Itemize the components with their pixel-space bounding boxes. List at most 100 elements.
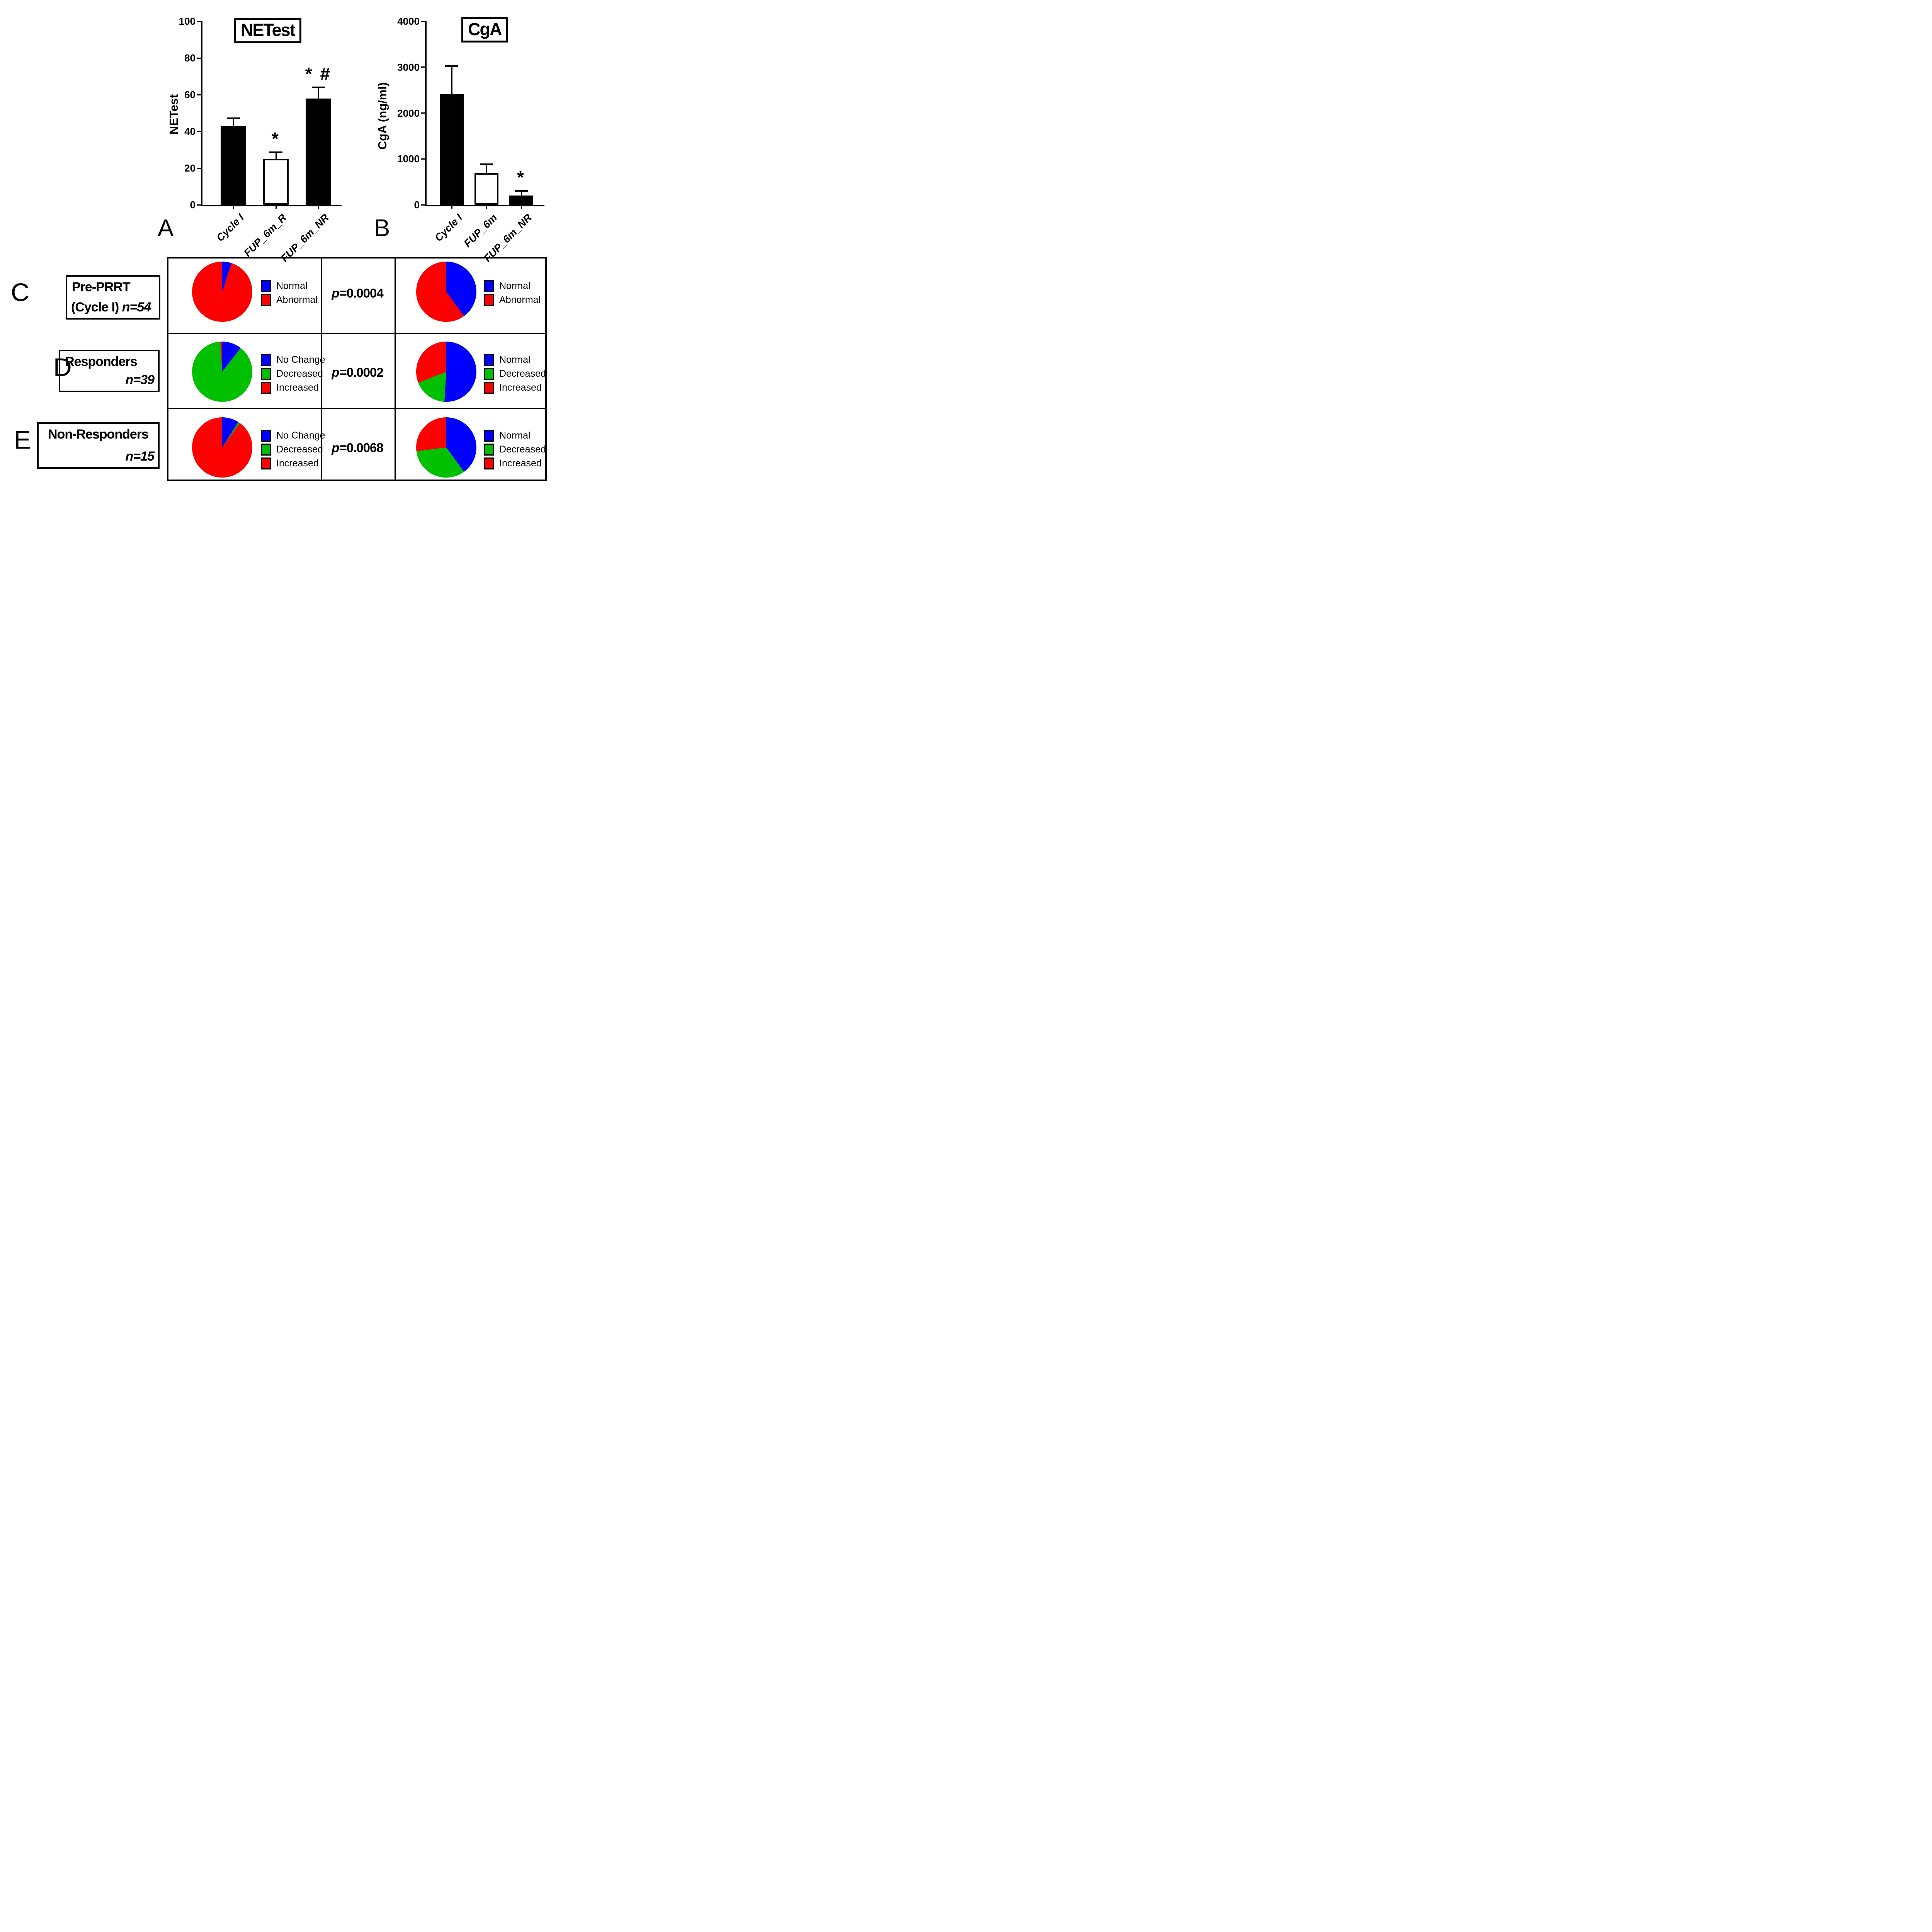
legend-cga-non-responders: Normal Decreased Increased [484, 430, 546, 471]
legend-label: Normal [276, 281, 308, 291]
error-bar-cap [515, 190, 528, 192]
legend-swatch-normal [484, 280, 494, 292]
netest-bar-plot: 0 20 40 60 80 100 Cycle I FUP_6m_R * FUP_6m_NR * # [179, 15, 342, 264]
panel-letter-a: A [158, 215, 174, 242]
legend-label: Abnormal [499, 294, 541, 305]
y-axis-tick [421, 112, 427, 114]
p-number: =0.0004 [339, 286, 383, 300]
error-bar-cap [312, 86, 325, 88]
legend-label: Normal [499, 430, 531, 441]
row-label-line1: Non-Responders [48, 427, 149, 442]
y-tick-label: 1000 [397, 153, 420, 165]
legend-netest-pre-prrt: Normal Abnormal [261, 280, 318, 308]
legend-item: Increased [261, 457, 325, 469]
error-bar-stem [486, 163, 487, 173]
row-label-line1: Responders [65, 354, 137, 369]
error-bar-cap [227, 117, 240, 119]
row-label-box-pre-prrt: Pre-PRRT (Cycle I) n=54 [66, 275, 160, 320]
significance-marker: * [272, 129, 280, 149]
x-axis-tick [318, 205, 319, 209]
row-letter-c: C [11, 278, 29, 306]
legend-label: Normal [499, 281, 531, 291]
y-tick-label: 3000 [397, 61, 420, 73]
cga-y-axis-title: CgA (ng/ml) [376, 82, 389, 150]
bar-Cycle I [221, 126, 246, 205]
row-label-box-non-responders: Non-Responders n=15 [37, 422, 160, 469]
row-label-n: n=15 [125, 449, 155, 464]
row-letter-d: D [53, 353, 72, 381]
significance-marker: * # [305, 63, 332, 84]
row-label-line2: n=39 [64, 372, 155, 388]
pie-netest-non-responders [192, 417, 252, 478]
p-symbol: p [332, 286, 339, 300]
legend-swatch-no-change [261, 430, 271, 442]
grid-divider-row1 [168, 333, 545, 334]
y-tick-label: 4000 [397, 15, 420, 27]
legend-swatch-increased [484, 382, 494, 394]
row-letter-e: E [14, 425, 31, 454]
y-axis-tick [421, 20, 427, 22]
y-axis-tick [421, 66, 427, 68]
y-tick-label: 80 [184, 52, 196, 64]
legend-swatch-abnormal [261, 294, 271, 306]
legend-item: Increased [261, 382, 325, 394]
x-axis-tick [486, 205, 487, 209]
legend-netest-responders: No Change Decreased Increased [261, 354, 325, 396]
legend-swatch-decreased [261, 444, 271, 456]
pie-netest-pre-prrt [192, 262, 252, 322]
legend-item: Normal [484, 280, 541, 292]
legend-item: No Change [261, 354, 325, 366]
legend-label: No Change [276, 354, 325, 365]
p-number: =0.0068 [339, 440, 383, 455]
legend-item: Decreased [484, 368, 546, 380]
grid-divider-row2 [168, 408, 545, 409]
legend-cga-responders: Normal Decreased Increased [484, 354, 546, 396]
y-tick-label: 20 [184, 162, 196, 174]
legend-swatch-increased [484, 457, 494, 469]
row-label-line1: Pre-PRRT [72, 280, 131, 294]
legend-swatch-abnormal [484, 294, 494, 306]
y-tick-label: 0 [190, 199, 196, 211]
error-bar-cap [269, 151, 282, 153]
legend-label: Increased [499, 382, 542, 393]
error-bar-stem [520, 190, 522, 196]
y-axis-tick [421, 158, 427, 160]
p-symbol: p [332, 365, 339, 379]
y-axis-tick [421, 204, 427, 206]
p-value-row-c: p=0.0004 [321, 286, 394, 301]
significance-marker: * [517, 167, 526, 187]
legend-swatch-normal [484, 354, 494, 366]
legend-item: Decreased [261, 368, 325, 380]
legend-item: Normal [261, 280, 318, 292]
legend-label: Increased [276, 458, 319, 469]
legend-item: Abnormal [484, 294, 541, 306]
row-label-line2: (Cycle I) n=54 [71, 300, 155, 315]
legend-swatch-normal [484, 430, 494, 442]
p-value-row-e: p=0.0068 [321, 440, 394, 455]
error-bar-stem [318, 86, 319, 99]
error-bar-cap [480, 163, 493, 165]
error-bar-stem [233, 117, 234, 126]
cga-title-box: CgA [461, 17, 508, 43]
legend-swatch-decreased [484, 444, 494, 456]
pie-cga-pre-prrt [416, 262, 476, 322]
y-tick-label: 2000 [397, 107, 420, 119]
bar-Cycle I [440, 94, 464, 205]
row-label-n: n=54 [122, 300, 151, 315]
legend-label: Decreased [276, 444, 323, 455]
legend-item: Decreased [261, 444, 325, 456]
pie-cga-non-responders [416, 417, 476, 478]
legend-item: Normal [484, 430, 546, 442]
legend-swatch-normal [261, 280, 271, 292]
y-tick-label: 100 [179, 15, 196, 27]
legend-swatch-decreased [261, 368, 271, 380]
x-axis-tick [233, 205, 234, 209]
netest-title: NETest [241, 20, 296, 40]
y-axis-tick [197, 204, 202, 206]
cga-bar-plot: 0 1000 2000 3000 4000 Cycle I FUP_6m FUP_6m_NR * [397, 15, 544, 264]
x-axis-tick [520, 205, 522, 209]
legend-swatch-no-change [261, 354, 271, 366]
legend-label: Increased [499, 458, 542, 469]
results-table-grid [167, 257, 547, 481]
y-tick-label: 60 [184, 89, 196, 100]
